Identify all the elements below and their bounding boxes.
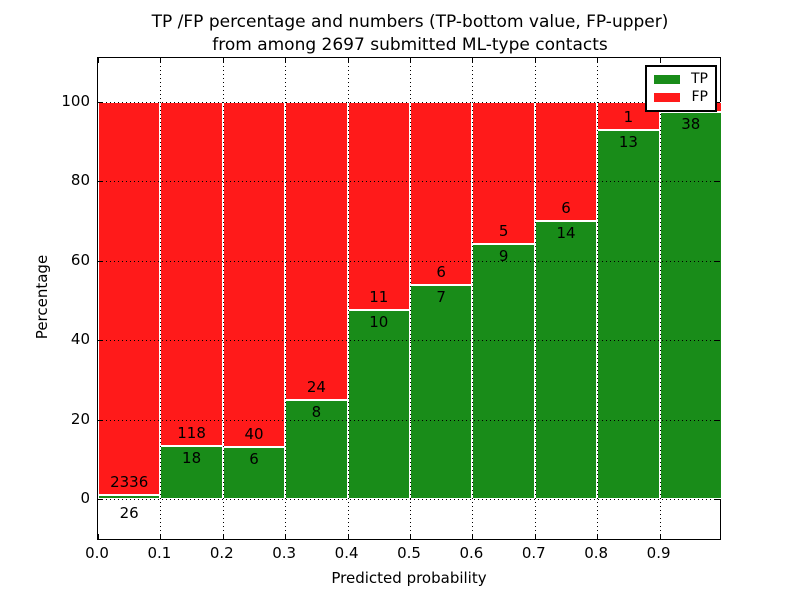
v-gridline [160, 58, 162, 539]
y-tick-mark [98, 419, 103, 421]
x-tick-mark [98, 58, 99, 63]
x-tick-mark [98, 534, 99, 539]
y-tick-mark [98, 102, 103, 103]
y-tick-label: 20 [70, 409, 90, 428]
legend-row-tp: TP [654, 72, 708, 87]
chart-title: TP /FP percentage and numbers (TP-bottom… [152, 11, 669, 57]
tp-count-label: 26 [119, 504, 139, 522]
x-tick-label: 0.5 [397, 544, 421, 562]
bar-fp-segment [534, 102, 598, 222]
x-tick-mark [472, 58, 474, 63]
y-tick-mark [715, 181, 720, 183]
bar-fp-segment [98, 102, 161, 495]
x-tick-mark [597, 58, 599, 63]
x-tick-mark [659, 58, 661, 63]
x-tick-mark [222, 534, 224, 539]
x-tick-mark [534, 58, 536, 63]
bar-tp-segment [410, 285, 473, 499]
v-gridline [597, 58, 599, 539]
x-tick-mark [720, 58, 721, 63]
legend-swatch-tp [654, 75, 680, 84]
y-tick-mark [715, 419, 720, 421]
x-tick-mark [410, 58, 411, 63]
x-tick-label: 0.7 [521, 544, 546, 562]
legend: TP FP [645, 65, 717, 112]
x-tick-mark [285, 58, 287, 63]
bar-tp-segment [347, 309, 410, 499]
x-tick-label: 0.9 [646, 544, 671, 562]
bar-tp-segment [659, 112, 722, 499]
bar-tp-segment [160, 446, 223, 499]
v-gridline [347, 58, 349, 539]
y-tick-label: 100 [61, 92, 90, 110]
x-tick-label: 0.1 [147, 544, 172, 562]
h-gridline [98, 499, 720, 500]
x-tick-mark [597, 534, 599, 539]
legend-row-fp: FP [654, 90, 708, 105]
v-gridline [472, 58, 474, 539]
bar-fp-segment [410, 102, 473, 286]
v-gridline [534, 58, 536, 539]
h-gridline [98, 181, 720, 183]
x-tick-mark [534, 534, 536, 539]
x-tick-label: 0.2 [209, 544, 234, 562]
bar-fp-segment [222, 102, 286, 448]
v-gridline [410, 58, 411, 539]
bar-fp-segment [472, 102, 535, 244]
y-tick-mark [98, 260, 103, 262]
bar-tp-segment [597, 130, 660, 499]
x-axis-label: Predicted probability [331, 569, 487, 587]
x-tick-mark [347, 534, 349, 539]
y-tick-mark [98, 340, 103, 342]
x-tick-label: 0.6 [459, 544, 484, 562]
x-tick-mark [222, 58, 224, 63]
x-tick-mark [472, 534, 474, 539]
bar-tp-segment [285, 399, 348, 499]
y-tick-label: 60 [70, 250, 90, 269]
y-tick-label: 0 [80, 489, 90, 507]
bar-fp-segment [285, 102, 348, 400]
x-tick-mark [410, 534, 411, 539]
x-tick-label: 0.0 [85, 544, 109, 562]
h-gridline [98, 102, 720, 103]
y-tick-mark [715, 340, 720, 342]
x-tick-mark [160, 534, 162, 539]
bar-tp-segment [472, 243, 535, 499]
bar-fp-segment [160, 102, 223, 447]
legend-swatch-fp [654, 93, 680, 102]
y-tick-mark [715, 102, 720, 103]
chart-title-line1: TP /FP percentage and numbers (TP-bottom… [151, 12, 669, 32]
h-gridline [98, 260, 720, 262]
x-tick-label: 0.8 [584, 544, 609, 562]
x-tick-mark [160, 58, 162, 63]
y-tick-label: 80 [70, 171, 90, 190]
h-gridline [98, 419, 720, 421]
x-tick-mark [659, 534, 661, 539]
v-gridline [222, 58, 224, 539]
plot-area: 2336261181840624811106759614113138 [97, 57, 722, 540]
legend-label-fp: FP [691, 89, 709, 105]
v-gridline [659, 58, 661, 539]
y-tick-mark [98, 499, 103, 500]
x-tick-mark [720, 534, 721, 539]
y-tick-mark [715, 260, 720, 262]
legend-label-tp: TP [691, 71, 708, 87]
bar-tp-segment [222, 447, 286, 499]
y-tick-mark [98, 181, 103, 183]
x-tick-label: 0.3 [272, 544, 297, 562]
x-tick-label: 0.4 [334, 544, 359, 562]
bar-tp-segment [98, 494, 161, 499]
y-tick-label: 40 [70, 330, 90, 349]
h-gridline [98, 340, 720, 342]
bar-tp-segment [534, 221, 598, 499]
x-tick-mark [347, 58, 349, 63]
x-tick-mark [285, 534, 287, 539]
chart-title-line2: from among 2697 submitted ML-type contac… [212, 35, 608, 55]
v-gridline [285, 58, 287, 539]
bar-fp-segment [347, 102, 410, 310]
y-tick-mark [715, 499, 720, 500]
